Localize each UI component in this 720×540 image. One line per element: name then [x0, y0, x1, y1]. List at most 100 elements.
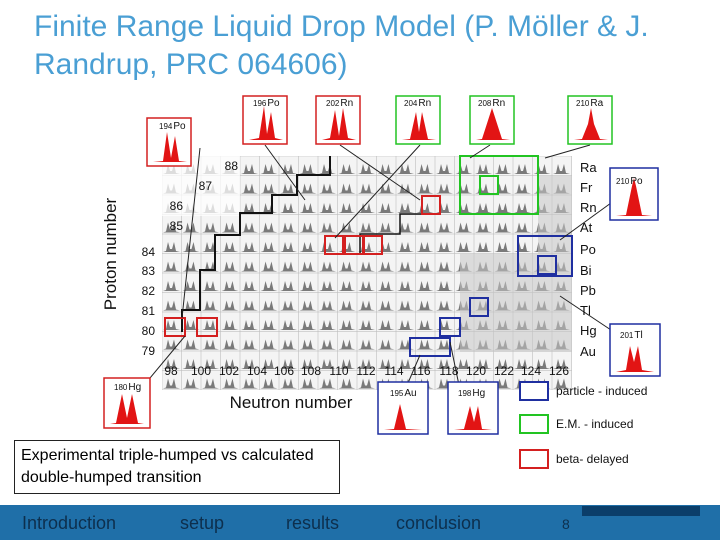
- inset-mass: 198: [458, 389, 472, 398]
- element-label: Tl: [580, 303, 591, 318]
- proton-tick: 82: [142, 284, 156, 298]
- svg-text:195Au: 195Au: [390, 388, 417, 399]
- nav-conclusion[interactable]: conclusion: [396, 513, 482, 533]
- element-labels: Ra Fr Rn At Po Bi Pb Tl Hg Au: [580, 160, 597, 359]
- inset-symbol: Ra: [590, 98, 603, 109]
- proton-tick: 83: [142, 264, 156, 278]
- svg-text:202Rn: 202Rn: [326, 98, 353, 109]
- neutron-tick-labels: 98 100 102 104 106 108 110 112 114 116 1…: [164, 364, 569, 378]
- inset-pointers: [139, 144, 627, 391]
- neutron-tick: 126: [549, 364, 569, 378]
- inset-mass: 201: [620, 331, 634, 340]
- inset-201tl: 201Tl: [609, 323, 661, 377]
- inset-194po: 194Po: [146, 117, 192, 167]
- neutron-tick: 120: [466, 364, 486, 378]
- inset-mass: 210: [576, 99, 590, 108]
- y-axis-label: Proton number: [101, 197, 120, 310]
- neutron-tick: 112: [356, 364, 375, 378]
- element-label: Pb: [580, 283, 596, 298]
- proton-tick: 86: [170, 199, 184, 213]
- neutron-tick: 124: [521, 364, 541, 378]
- neutron-tick: 102: [219, 364, 239, 378]
- element-label: Hg: [580, 323, 597, 338]
- element-label: Po: [580, 242, 596, 257]
- inset-210ra: 210Ra: [567, 95, 613, 145]
- svg-text:201Tl: 201Tl: [620, 330, 643, 341]
- transition-boundary-line: [181, 156, 331, 332]
- inset-198hg: 198Hg: [447, 381, 499, 435]
- page-number: 8: [562, 516, 570, 532]
- fission-mass-distribution-figure: Proton number Neutron number 88 87 86 85…: [101, 95, 661, 469]
- inset-180hg: 180Hg: [103, 377, 151, 429]
- neutron-tick: 110: [329, 364, 348, 378]
- inset-204rn: 204Rn: [395, 95, 441, 145]
- neutron-tick: 118: [439, 364, 458, 378]
- svg-text:210Po: 210Po: [616, 176, 643, 187]
- inset-symbol: Rn: [418, 98, 431, 109]
- inset-symbol: Tl: [634, 330, 642, 341]
- proton-tick: 88: [225, 159, 239, 173]
- proton-tick: 79: [142, 344, 156, 358]
- inset-symbol: Po: [173, 121, 186, 132]
- inset-mass: 202: [326, 99, 340, 108]
- element-label: At: [580, 220, 593, 235]
- inset-mass: 204: [404, 99, 418, 108]
- proton-tick: 87: [199, 179, 213, 193]
- neutron-tick: 114: [384, 364, 403, 378]
- element-label: Fr: [580, 180, 593, 195]
- legend: particle - induced E.M. - induced beta- …: [519, 381, 647, 469]
- inset-196po: 196Po: [242, 95, 288, 145]
- neutron-tick: 106: [274, 364, 294, 378]
- proton-tick: 80: [142, 324, 156, 338]
- inset-mass: 195: [390, 389, 404, 398]
- legend-label: beta- delayed: [556, 452, 629, 466]
- inset-mass: 208: [478, 99, 492, 108]
- element-label: Au: [580, 344, 596, 359]
- svg-text:196Po: 196Po: [253, 98, 280, 109]
- neutron-tick: 116: [411, 364, 430, 378]
- inset-symbol: Rn: [340, 98, 353, 109]
- caption-box: Experimental triple-humped vs calculated…: [14, 440, 340, 494]
- svg-text:210Ra: 210Ra: [576, 98, 604, 109]
- legend-label: E.M. - induced: [556, 417, 633, 431]
- inset-symbol: Hg: [128, 382, 141, 393]
- neutron-tick: 104: [247, 364, 267, 378]
- inset-symbol: Au: [404, 388, 416, 399]
- legend-swatch-particle: [519, 381, 549, 401]
- inset-202rn: 202Rn: [315, 95, 361, 145]
- svg-text:194Po: 194Po: [159, 121, 186, 132]
- legend-swatch-em: [519, 414, 549, 434]
- highlighted-cells: [164, 155, 573, 357]
- element-label: Bi: [580, 263, 592, 278]
- nav-introduction[interactable]: Introduction: [22, 513, 117, 533]
- x-axis-label: Neutron number: [230, 393, 353, 412]
- proton-tick: 84: [142, 245, 156, 259]
- inset-mass: 180: [114, 383, 128, 392]
- inset-195au: 195Au: [377, 381, 429, 435]
- inset-210po: 210Po: [609, 167, 659, 221]
- neutron-tick: 100: [191, 364, 211, 378]
- neutron-tick: 122: [494, 364, 514, 378]
- nav-results[interactable]: results: [286, 513, 340, 533]
- inset-mass: 210: [616, 177, 630, 186]
- footer-accent: [582, 506, 700, 516]
- proton-tick: 85: [170, 219, 184, 233]
- nuclide-grid: [162, 156, 572, 390]
- legend-swatch-beta: [519, 449, 549, 469]
- inset-symbol: Hg: [472, 388, 485, 399]
- inset-symbol: Po: [630, 176, 643, 187]
- proton-tick: 81: [142, 304, 156, 318]
- inset-symbol: Po: [267, 98, 280, 109]
- neutron-tick: 98: [164, 364, 178, 378]
- inset-mass: 194: [159, 122, 173, 131]
- svg-text:208Rn: 208Rn: [478, 98, 505, 109]
- inset-symbol: Rn: [492, 98, 505, 109]
- legend-label: particle - induced: [556, 384, 647, 398]
- nav-setup[interactable]: setup: [180, 513, 225, 533]
- svg-text:180Hg: 180Hg: [114, 382, 141, 393]
- svg-text:198Hg: 198Hg: [458, 388, 485, 399]
- slide-title: Finite Range Liquid Drop Model (P. Mölle…: [34, 10, 649, 81]
- neutron-tick: 108: [301, 364, 321, 378]
- element-label: Ra: [580, 160, 597, 175]
- svg-text:204Rn: 204Rn: [404, 98, 431, 109]
